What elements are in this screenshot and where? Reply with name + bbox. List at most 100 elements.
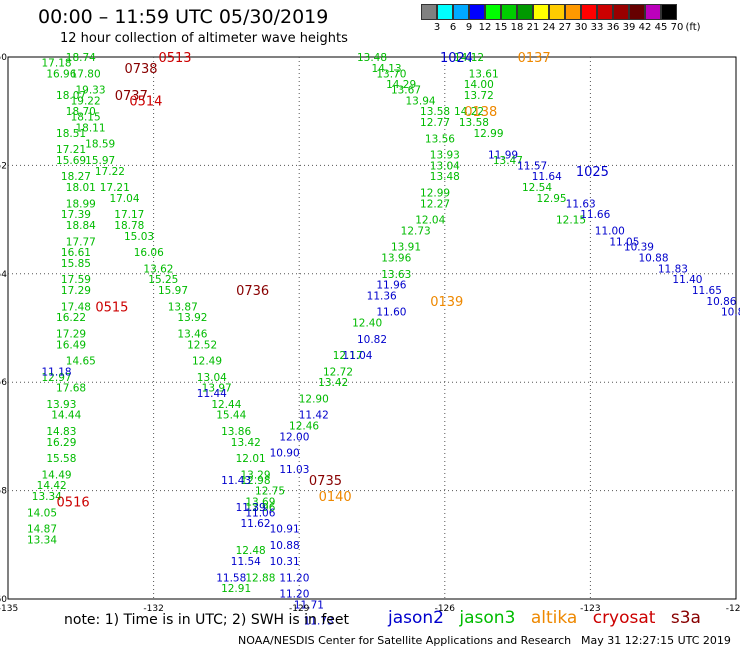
wave-height-reading: 11.73 <box>304 616 334 628</box>
wave-height-reading: 17.80 <box>71 68 101 80</box>
wave-height-reading: 17.29 <box>56 328 86 340</box>
wave-height-reading: 18.70 <box>66 106 96 118</box>
wave-height-reading: 12.73 <box>401 225 431 237</box>
scale-swatch <box>581 4 597 20</box>
wave-height-reading: 11.20 <box>279 572 309 584</box>
wave-height-reading: 12.98 <box>240 475 270 487</box>
pass-number-label: 0513 <box>158 51 191 66</box>
wave-height-reading: 16.96 <box>46 68 76 80</box>
wave-height-reading: 11.66 <box>580 209 610 221</box>
satellite-legend: jason2 jason3 altika cryosat s3a <box>388 608 711 628</box>
wave-height-reading: 14.49 <box>42 469 72 481</box>
wave-height-reading: 13.63 <box>381 269 411 281</box>
wave-height-reading: 16.61 <box>61 247 91 259</box>
wave-height-reading: 13.04 <box>197 372 227 384</box>
wave-height-reading: 11.06 <box>245 507 275 519</box>
legend-jason3: jason3 <box>459 608 516 628</box>
scale-swatch <box>613 4 629 20</box>
wave-height-reading: 13.69 <box>245 496 275 508</box>
wave-height-reading: 12.52 <box>187 339 217 351</box>
wave-height-reading: 11.96 <box>376 280 406 292</box>
wave-height-reading: 11.65 <box>692 285 722 297</box>
longitude-label: -129 <box>289 604 310 614</box>
wave-height-reading: 11.18 <box>42 366 72 378</box>
scale-label: 45 <box>654 22 668 33</box>
wave-height-reading: 18.74 <box>66 52 96 64</box>
wave-height-reading: 17.77 <box>66 236 96 248</box>
scale-label: 12 <box>478 22 492 33</box>
scale-label: 9 <box>465 22 473 33</box>
scale-swatch <box>501 4 517 20</box>
wave-height-reading: 12.27 <box>420 198 450 210</box>
wave-height-reading: 17.68 <box>56 383 86 395</box>
pass-number-label: 0516 <box>57 495 90 510</box>
wave-height-reading: 11.63 <box>566 198 596 210</box>
longitude-label: -126 <box>435 604 456 614</box>
wave-height-reading: 12.00 <box>279 431 309 443</box>
wave-height-reading: 15.44 <box>216 410 246 422</box>
scale-label: 30 <box>574 22 588 33</box>
wave-height-reading: 16.49 <box>56 339 86 351</box>
wave-height-reading: 14.22 <box>454 106 484 118</box>
wave-height-reading: 13.42 <box>318 377 348 389</box>
wave-height-reading: 10.88 <box>270 540 300 552</box>
pass-number-label: 0514 <box>129 94 162 109</box>
wave-height-reading: 16.29 <box>46 437 76 449</box>
pass-number-label: 0735 <box>309 474 342 489</box>
wave-height-reading: 15.25 <box>148 274 178 286</box>
latitude-label: -58 <box>0 487 7 497</box>
wave-height-reading: 13.70 <box>376 68 406 80</box>
wave-height-reading: 14.83 <box>46 426 76 438</box>
wave-height-reading: 15.97 <box>85 155 115 167</box>
scale-label: 6 <box>449 22 457 33</box>
scale-swatch <box>533 4 549 20</box>
scale-label: 18 <box>510 22 524 33</box>
scale-swatch <box>629 4 645 20</box>
longitude-label: -123 <box>580 604 600 614</box>
legend-altika: altika <box>530 608 578 628</box>
wave-height-reading: 13.91 <box>391 242 421 254</box>
wave-height-reading: 13.46 <box>177 328 207 340</box>
latitude-label: -56 <box>0 378 7 388</box>
wave-height-reading: 15.69 <box>56 155 86 167</box>
wave-height-reading: 12.54 <box>522 182 552 194</box>
wave-height-reading: 17.59 <box>61 274 91 286</box>
wave-height-reading: 11.05 <box>609 236 639 248</box>
latitude-label: -54 <box>0 270 7 280</box>
wave-height-reading: 10.86 <box>706 296 736 308</box>
wave-height-reading: 12.90 <box>299 393 329 405</box>
wave-height-reading: 14.87 <box>27 524 57 536</box>
wave-height-reading: 14.05 <box>27 507 57 519</box>
wave-height-reading: 14.12 <box>454 52 484 64</box>
wave-height-reading: 19.33 <box>75 85 105 97</box>
wave-height-reading: 12.72 <box>323 366 353 378</box>
wave-height-reading: 10.82 <box>357 334 387 346</box>
wave-height-reading: 12.77 <box>420 117 450 129</box>
wave-height-reading: 13.61 <box>469 68 499 80</box>
wave-height-reading: 11.60 <box>376 307 406 319</box>
scale-swatch <box>421 4 437 20</box>
legend-cryosat: cryosat <box>592 608 656 628</box>
wave-height-reading: 13.93 <box>430 150 460 162</box>
scale-swatch <box>453 4 469 20</box>
wave-height-reading: 13.87 <box>168 301 198 313</box>
pass-number-label: 1024 <box>440 51 473 66</box>
wave-height-reading: 11.40 <box>672 274 702 286</box>
wave-height-reading: 14.44 <box>51 410 81 422</box>
wave-height-reading: 17.21 <box>100 182 130 194</box>
wave-height-reading: 13.92 <box>177 312 207 324</box>
wave-height-reading: 16.22 <box>56 312 86 324</box>
latitude-label: -52 <box>0 161 7 171</box>
wave-height-reading: 19.22 <box>71 95 101 107</box>
page-title: 00:00 – 11:59 UTC 05/30/2019 <box>38 6 329 28</box>
wave-height-reading: 18.11 <box>75 122 105 134</box>
wave-height-reading: 12.04 <box>415 215 445 227</box>
wave-height-reading: 17.39 <box>61 209 91 221</box>
wave-height-reading: 10.39 <box>624 242 654 254</box>
wave-height-reading: 13.93 <box>46 399 76 411</box>
scale-swatch <box>645 4 661 20</box>
wave-height-reading: 16.06 <box>134 247 164 259</box>
wave-height-reading: 13.96 <box>381 253 411 265</box>
pass-number-label: 0738 <box>124 62 157 77</box>
